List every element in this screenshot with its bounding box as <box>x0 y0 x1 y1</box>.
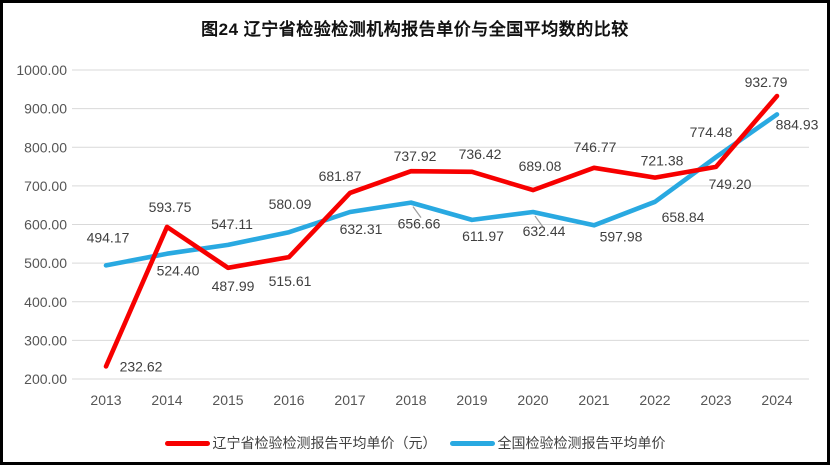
legend-label-national: 全国检验检测报告平均单价 <box>497 435 666 451</box>
legend-swatch-national-line <box>449 440 495 446</box>
x-tick-label: 2015 <box>212 392 243 408</box>
data-label-liaoning: 689.08 <box>519 158 562 174</box>
data-label-liaoning: 232.62 <box>120 358 163 374</box>
y-tick-label: 700.00 <box>24 178 67 194</box>
label-leader-line <box>412 206 422 218</box>
x-tick-label: 2022 <box>639 392 670 408</box>
x-tick-label: 2024 <box>761 392 792 408</box>
data-label-national: 597.98 <box>600 228 643 244</box>
label-leader-line <box>534 215 544 228</box>
chart-legend: 辽宁省检验检测报告平均单价（元） 全国检验检测报告平均单价 <box>3 433 827 453</box>
x-tick-label: 2020 <box>517 392 548 408</box>
x-tick-label: 2018 <box>395 392 426 408</box>
y-tick-label: 1000.00 <box>16 62 67 78</box>
chart-title: 图24 辽宁省检验检测机构报告单价与全国平均数的比较 <box>201 20 629 39</box>
data-label-liaoning: 746.77 <box>574 139 617 155</box>
x-tick-label: 2023 <box>700 392 731 408</box>
data-label-national: 632.31 <box>340 221 383 237</box>
y-tick-label: 400.00 <box>24 294 67 310</box>
y-tick-label: 500.00 <box>24 255 67 271</box>
data-label-national: 494.17 <box>87 229 130 245</box>
x-tick-label: 2016 <box>273 392 304 408</box>
data-label-national: 524.40 <box>157 263 200 279</box>
data-label-national: 632.44 <box>523 223 566 239</box>
data-label-national: 774.48 <box>690 124 733 140</box>
y-tick-label: 200.00 <box>24 371 67 387</box>
data-label-national: 580.09 <box>269 196 312 212</box>
y-tick-label: 800.00 <box>24 139 67 155</box>
legend-item-liaoning: 辽宁省检验检测报告平均单价（元） <box>164 433 437 453</box>
data-label-liaoning: 736.42 <box>459 146 502 162</box>
data-label-national: 884.93 <box>776 116 819 132</box>
legend-swatch-liaoning-line <box>164 440 210 446</box>
x-tick-label: 2021 <box>578 392 609 408</box>
series-line-liaoning <box>103 93 780 369</box>
data-label-national: 547.11 <box>211 216 253 232</box>
series-line-national <box>103 112 780 268</box>
x-tick-label: 2014 <box>151 392 182 408</box>
data-label-liaoning: 681.87 <box>319 168 362 184</box>
legend-label-liaoning: 辽宁省检验检测报告平均单价（元） <box>212 435 437 451</box>
data-label-liaoning: 749.20 <box>709 176 752 192</box>
data-label-national: 658.84 <box>662 209 705 225</box>
data-label-liaoning: 932.79 <box>745 74 788 90</box>
y-tick-label: 900.00 <box>24 101 67 117</box>
legend-item-national: 全国检验检测报告平均单价 <box>449 433 666 453</box>
x-tick-label: 2013 <box>90 392 121 408</box>
x-tick-label: 2017 <box>334 392 365 408</box>
data-label-liaoning: 721.38 <box>641 153 684 169</box>
data-label-liaoning: 515.61 <box>269 273 312 289</box>
x-tick-label: 2019 <box>456 392 487 408</box>
y-tick-label: 300.00 <box>24 332 67 348</box>
data-label-liaoning: 487.99 <box>212 278 255 294</box>
data-label-liaoning: 593.75 <box>149 199 192 215</box>
y-tick-label: 600.00 <box>24 217 67 233</box>
data-label-national: 656.66 <box>398 216 441 232</box>
data-label-national: 611.97 <box>462 228 504 244</box>
data-label-liaoning: 737.92 <box>394 148 437 164</box>
